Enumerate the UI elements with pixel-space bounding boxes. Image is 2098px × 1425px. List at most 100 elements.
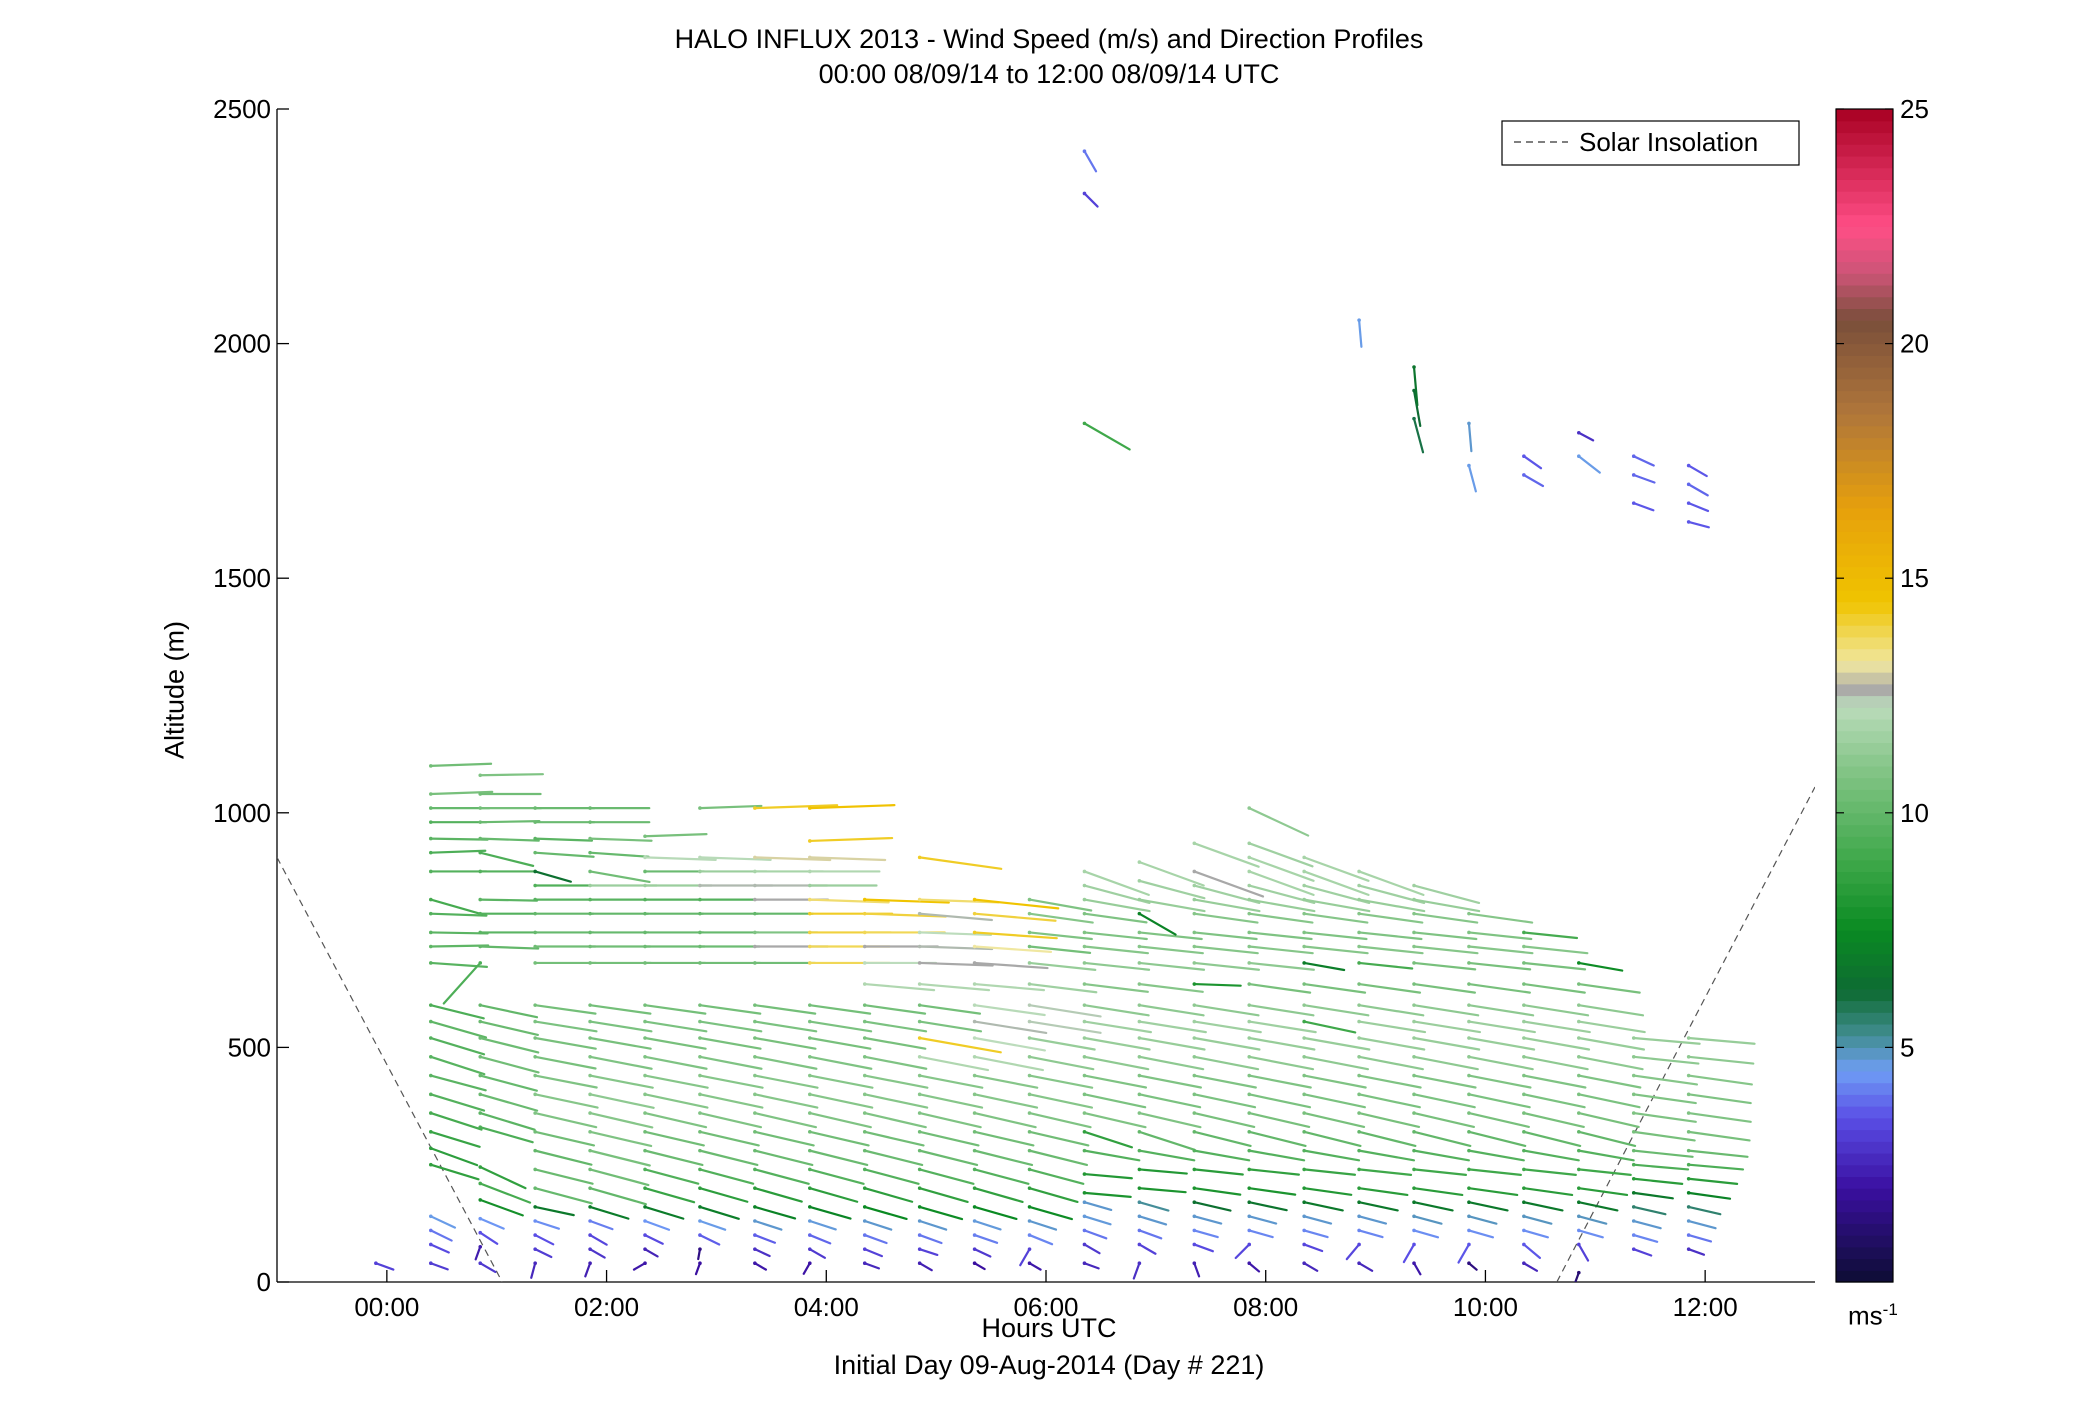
colorbar-segment [1836, 378, 1893, 392]
wind-barb [1138, 898, 1206, 913]
colorbar-segment [1836, 1129, 1893, 1142]
colorbar-segment [1836, 953, 1893, 966]
wind-barb [973, 1248, 992, 1258]
wind-barb [808, 898, 890, 904]
wind-barb [479, 1182, 532, 1204]
wind-barb-base [972, 897, 977, 902]
wind-barb [1522, 473, 1545, 488]
wind-barb [632, 1262, 647, 1271]
colorbar-segment [1836, 167, 1893, 180]
wind-barb [1467, 1187, 1519, 1197]
wind-barb-base [1522, 1228, 1526, 1233]
colorbar-segment [1836, 859, 1893, 873]
wind-barb-base [1631, 1176, 1636, 1181]
colorbar-unit-text: ms [1848, 1300, 1883, 1331]
wind-barb-base [1631, 473, 1636, 477]
wind-barb [1303, 1262, 1319, 1272]
wind-barb-base [1137, 1228, 1142, 1233]
colorbar-segment [1836, 613, 1893, 626]
wind-barb-base [753, 1233, 757, 1237]
wind-barb [1467, 1215, 1498, 1225]
wind-barb-base [643, 1247, 647, 1251]
wind-barb-base [478, 1092, 483, 1097]
colorbar-segment [1836, 226, 1893, 239]
wind-barb [534, 1036, 597, 1050]
colorbar-unit-label: ms-1 [1848, 1300, 1898, 1332]
wind-barb-base [972, 1111, 977, 1115]
wind-barb-base [1467, 1261, 1471, 1266]
wind-barb-base [478, 1111, 483, 1115]
wind-barb [1522, 1130, 1582, 1147]
wind-barb-base [1082, 1092, 1087, 1097]
wind-barb [1083, 961, 1151, 971]
wind-barb [1632, 473, 1656, 484]
wind-barb [1083, 1229, 1108, 1240]
wind-barb-base [1137, 961, 1142, 965]
wind-barbs [374, 149, 1756, 1282]
wind-barb [1357, 1074, 1422, 1089]
wind-barb-base [533, 1036, 537, 1040]
wind-barb-base [1137, 930, 1142, 935]
colorbar-segment [1836, 132, 1893, 145]
wind-barb [479, 1262, 497, 1274]
wind-barb [1193, 1020, 1262, 1034]
wind-barb [753, 1020, 818, 1033]
wind-barb-base [862, 1148, 867, 1153]
wind-barb-base [1137, 1111, 1142, 1115]
wind-barb-base [1027, 1261, 1032, 1266]
wind-barb-base [429, 1146, 433, 1151]
wind-barb [588, 1130, 653, 1148]
wind-barb [1412, 389, 1422, 428]
wind-barb-base [1247, 1228, 1252, 1233]
wind-barb-base [1192, 1242, 1197, 1247]
wind-barb-base [1577, 1270, 1581, 1275]
wind-barb [1467, 422, 1473, 453]
wind-barb [1028, 1168, 1085, 1185]
wind-barb-base [533, 869, 537, 874]
colorbar-segment [1836, 507, 1893, 521]
colorbar-segment [1836, 1199, 1893, 1213]
wind-barb-base [429, 930, 433, 935]
wind-barb [1193, 1093, 1257, 1109]
wind-barb-base [1357, 1003, 1361, 1007]
wind-barb [1522, 961, 1587, 971]
wind-barb-base [1082, 1003, 1087, 1007]
wind-barb-base [1357, 897, 1361, 902]
x-tick-label: 02:00 [574, 1292, 639, 1322]
wind-barb [1522, 1093, 1586, 1109]
wind-barb-base [1522, 961, 1526, 965]
wind-barb [973, 1187, 1024, 1204]
wind-barb-base [478, 1198, 483, 1202]
wind-barb-base [917, 930, 922, 935]
wind-barb-base [972, 1247, 977, 1251]
x-tick-label: 12:00 [1673, 1292, 1738, 1322]
wind-barb-base [972, 961, 977, 965]
wind-barb-base [1027, 1003, 1032, 1007]
x-axis-label: Hours UTC [981, 1313, 1117, 1343]
wind-barb [698, 856, 772, 861]
wind-barb [1357, 319, 1363, 348]
wind-barb [1577, 1149, 1635, 1162]
wind-barb [1577, 1020, 1646, 1034]
wind-barb-base [698, 1003, 702, 1007]
colorbar-segment [1836, 1235, 1893, 1248]
wind-barb [1303, 1111, 1366, 1129]
wind-barb [1138, 1004, 1205, 1017]
wind-barb-base [862, 944, 867, 949]
colorbar-segment [1836, 1082, 1893, 1095]
wind-barb-base [1412, 982, 1416, 986]
colorbar-segment [1836, 554, 1893, 568]
wind-barb-base [1357, 1111, 1361, 1115]
wind-barb [429, 837, 489, 841]
wind-barb-base [1247, 1073, 1252, 1078]
wind-barb-base [1082, 1073, 1087, 1078]
colorbar-segment [1836, 894, 1893, 908]
wind-barb-base [1577, 1148, 1581, 1153]
wind-barb [918, 856, 1003, 870]
wind-barb [643, 1248, 659, 1258]
wind-barb-base [1302, 1261, 1306, 1266]
wind-barb [918, 982, 991, 992]
wind-barb [753, 804, 839, 810]
wind-barb [643, 1020, 708, 1033]
wind-barb [973, 1004, 1046, 1017]
